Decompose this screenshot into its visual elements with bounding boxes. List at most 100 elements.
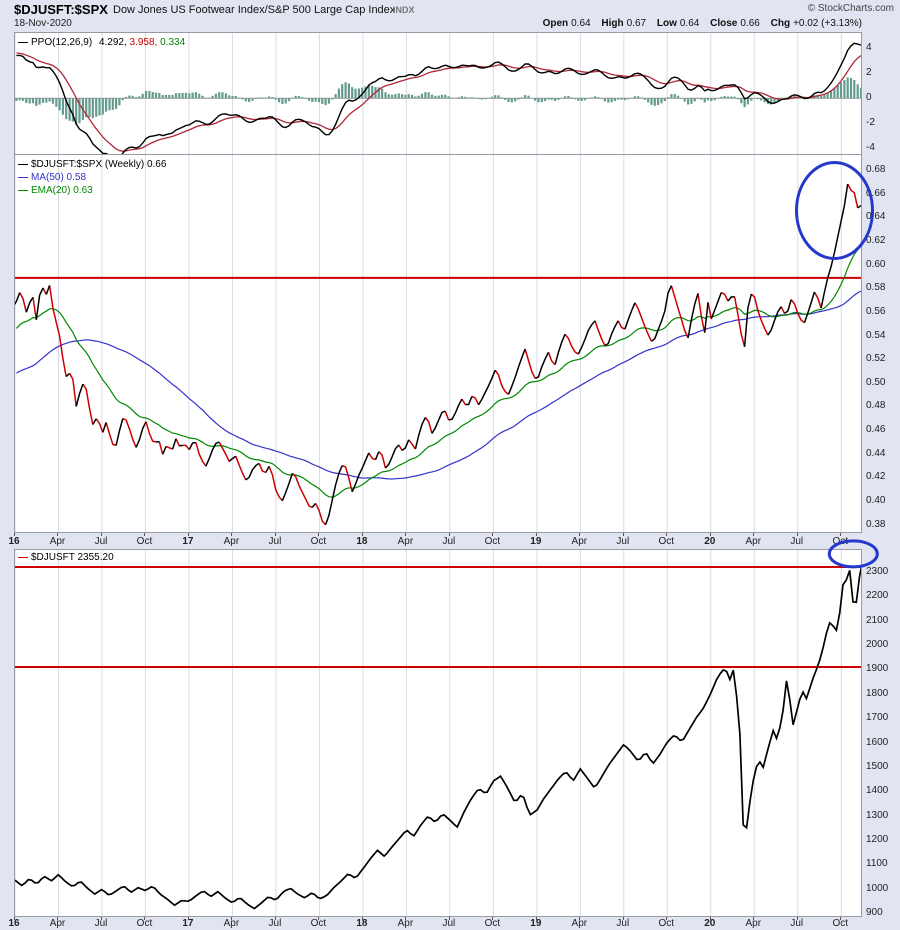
- ppo-histogram-bar: [464, 96, 467, 99]
- ppo-histogram-bar: [820, 95, 823, 99]
- ppo-histogram-bar: [444, 94, 447, 99]
- ppo-histogram-bar: [524, 95, 527, 99]
- ppo-histogram-bar: [460, 96, 463, 99]
- ppo-histogram-bar: [756, 98, 759, 100]
- ppo-histogram-bar: [567, 96, 570, 99]
- x-tick-label: Apr: [571, 918, 588, 929]
- ppo-histogram-bar: [793, 95, 796, 99]
- x-tick-mark: [535, 533, 537, 536]
- ppo-histogram-bar: [733, 96, 736, 99]
- ppo-histogram-bar: [504, 98, 507, 100]
- ppo-histogram-bar: [354, 88, 357, 99]
- ppo-histogram-bar: [690, 98, 693, 104]
- y-tick-label: 0.48: [866, 400, 886, 412]
- x-tick-label: Jul: [268, 918, 282, 929]
- ppo-histogram-bar: [617, 98, 620, 100]
- djusft-line: [15, 564, 861, 910]
- x-tick-mark: [100, 917, 102, 920]
- x-tick-label: 17: [182, 536, 194, 547]
- ppo-histogram-bar: [630, 97, 633, 99]
- x-tick-label: 16: [8, 536, 20, 547]
- ppo-histogram-bar: [454, 97, 457, 99]
- ppo-histogram-bar: [696, 98, 700, 99]
- ppo-histogram-bar: [154, 92, 158, 99]
- x-tick-label: 18: [356, 918, 368, 929]
- ppo-histogram-bar: [294, 95, 297, 99]
- x-tick-label: Oct: [658, 918, 675, 929]
- x-tick-label: 20: [704, 536, 716, 547]
- ppo-histogram-bar: [271, 97, 274, 99]
- ppo-histogram-bar: [304, 98, 307, 99]
- ppo-histogram-bar: [314, 98, 317, 102]
- ppo-histogram-bar: [713, 98, 716, 101]
- ppo-histogram-bar: [547, 98, 550, 100]
- y-tick-label: 0.56: [866, 305, 886, 317]
- high-value: 0.67: [626, 18, 647, 29]
- x-tick-label: Apr: [571, 536, 588, 547]
- ppo-histogram-bar: [710, 98, 713, 101]
- ppo-histogram-bar: [450, 97, 454, 99]
- ppo-histogram-bar: [420, 93, 424, 99]
- ppo-histogram-bar: [437, 95, 440, 99]
- ppo-histogram-bar: [570, 97, 573, 99]
- x-tick-mark: [709, 917, 711, 920]
- symbol-title: $DJUSFT:$SPX: [14, 2, 108, 17]
- x-tick-mark: [361, 917, 363, 920]
- ppo-histogram-bar: [600, 98, 603, 100]
- ppo-histogram-bar: [490, 96, 493, 99]
- ppo-histogram-bar: [15, 98, 18, 101]
- ppo-histogram-bar: [168, 94, 171, 99]
- x-tick-mark: [361, 533, 363, 536]
- ppo-histogram-bar: [105, 98, 108, 112]
- ppo-histogram-bar: [843, 80, 846, 99]
- ppo-histogram-bar: [703, 98, 706, 103]
- ppo-histogram-bar: [663, 98, 666, 101]
- open-value: 0.64: [571, 18, 591, 29]
- ppo-histogram-bar: [520, 97, 523, 99]
- ppo-histogram-bar: [264, 97, 267, 99]
- ppo-indicator-panel: [14, 32, 862, 155]
- ppo-histogram-bar: [311, 98, 314, 102]
- ppo-histogram-bar: [497, 95, 500, 99]
- x-tick-label: Jul: [616, 918, 630, 929]
- ppo-histogram-bar: [284, 98, 287, 104]
- ppo-histogram-bar: [560, 98, 563, 99]
- ppo-histogram-bar: [88, 98, 91, 118]
- ppo-histogram-bar: [753, 98, 756, 99]
- x-tick-mark: [57, 533, 59, 536]
- y-tick-label: 0.44: [866, 447, 886, 459]
- ppo-histogram-bar: [135, 97, 138, 99]
- y-tick-label: 1200: [866, 834, 889, 845]
- ppo-histogram-bar: [221, 92, 224, 99]
- ppo-histogram-bar: [208, 97, 211, 99]
- y-tick-label: 900: [866, 907, 883, 919]
- ppo-histogram-bar: [55, 98, 58, 107]
- ratio-legend-main-text: $DJUSFT:$SPX (Weekly) 0.66: [31, 159, 167, 170]
- ppo-histogram-bar: [660, 98, 663, 104]
- ppo-histogram-bar: [251, 98, 254, 101]
- ppo-histogram-bar: [214, 93, 217, 99]
- ppo-histogram-bar: [593, 96, 597, 99]
- ppo-histogram-bar: [278, 98, 281, 103]
- x-tick-label: Oct: [484, 536, 501, 547]
- x-tick-label: Apr: [223, 918, 240, 929]
- ppo-histogram-bar: [211, 95, 214, 99]
- ppo-histogram-bar: [760, 98, 763, 101]
- x-tick-label: Oct: [310, 918, 327, 929]
- stockcharts-copyright: © StockCharts.com: [807, 3, 894, 14]
- y-tick-label: 1700: [866, 712, 889, 724]
- ppo-histogram-bar: [487, 98, 490, 99]
- ppo-histogram-bar: [700, 98, 703, 100]
- ppo-histogram-bar: [158, 93, 161, 99]
- ppo-histogram-bar: [401, 94, 404, 99]
- y-tick-label: 1100: [866, 858, 888, 870]
- ppo-histogram-bar: [287, 98, 291, 102]
- ema20-line: [15, 245, 861, 498]
- y-tick-label: 4: [866, 42, 872, 54]
- ppo-histogram-bar: [534, 98, 537, 101]
- ppo-histogram-bar: [228, 95, 231, 99]
- ppo-histogram-bar: [544, 98, 547, 101]
- ppo-histogram-bar: [71, 98, 74, 122]
- ppo-histogram-bar: [577, 98, 580, 101]
- x-tick-label: Oct: [310, 536, 327, 547]
